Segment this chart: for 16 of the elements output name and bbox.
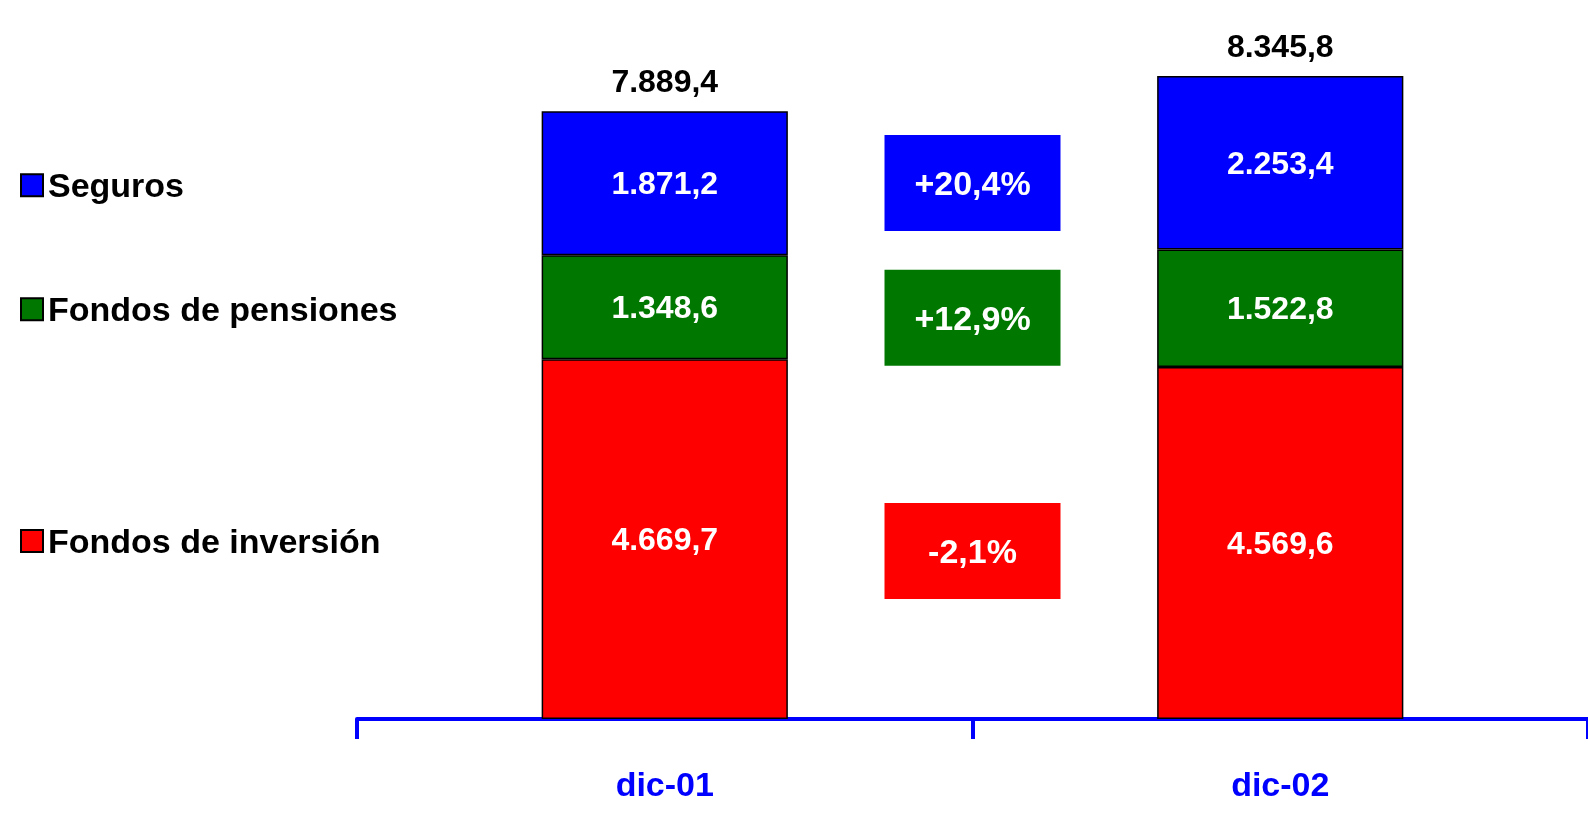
data-label: 4.669,7 [611,521,719,558]
total-label: 8.345,8 [1226,28,1334,64]
annotation: -2,1% [928,532,1017,571]
data-label: 1.522,8 [1226,290,1334,327]
annotation: +20,4% [914,164,1031,203]
data-label: 1.348,6 [611,289,719,326]
annotation: +12,9% [914,298,1031,337]
legend-label: Fondos de pensiones [48,290,398,329]
data-label: 4.569,6 [1226,524,1334,561]
legend-label: Fondos de inversión [48,522,381,561]
x-tick-label: dic-02 [1231,765,1330,803]
data-label: 1.871,2 [611,165,719,202]
data-label: 2.253,4 [1226,144,1334,181]
x-tick-label: dic-01 [615,765,714,803]
total-label: 7.889,4 [611,63,719,100]
legend-label: Seguros [48,166,185,205]
